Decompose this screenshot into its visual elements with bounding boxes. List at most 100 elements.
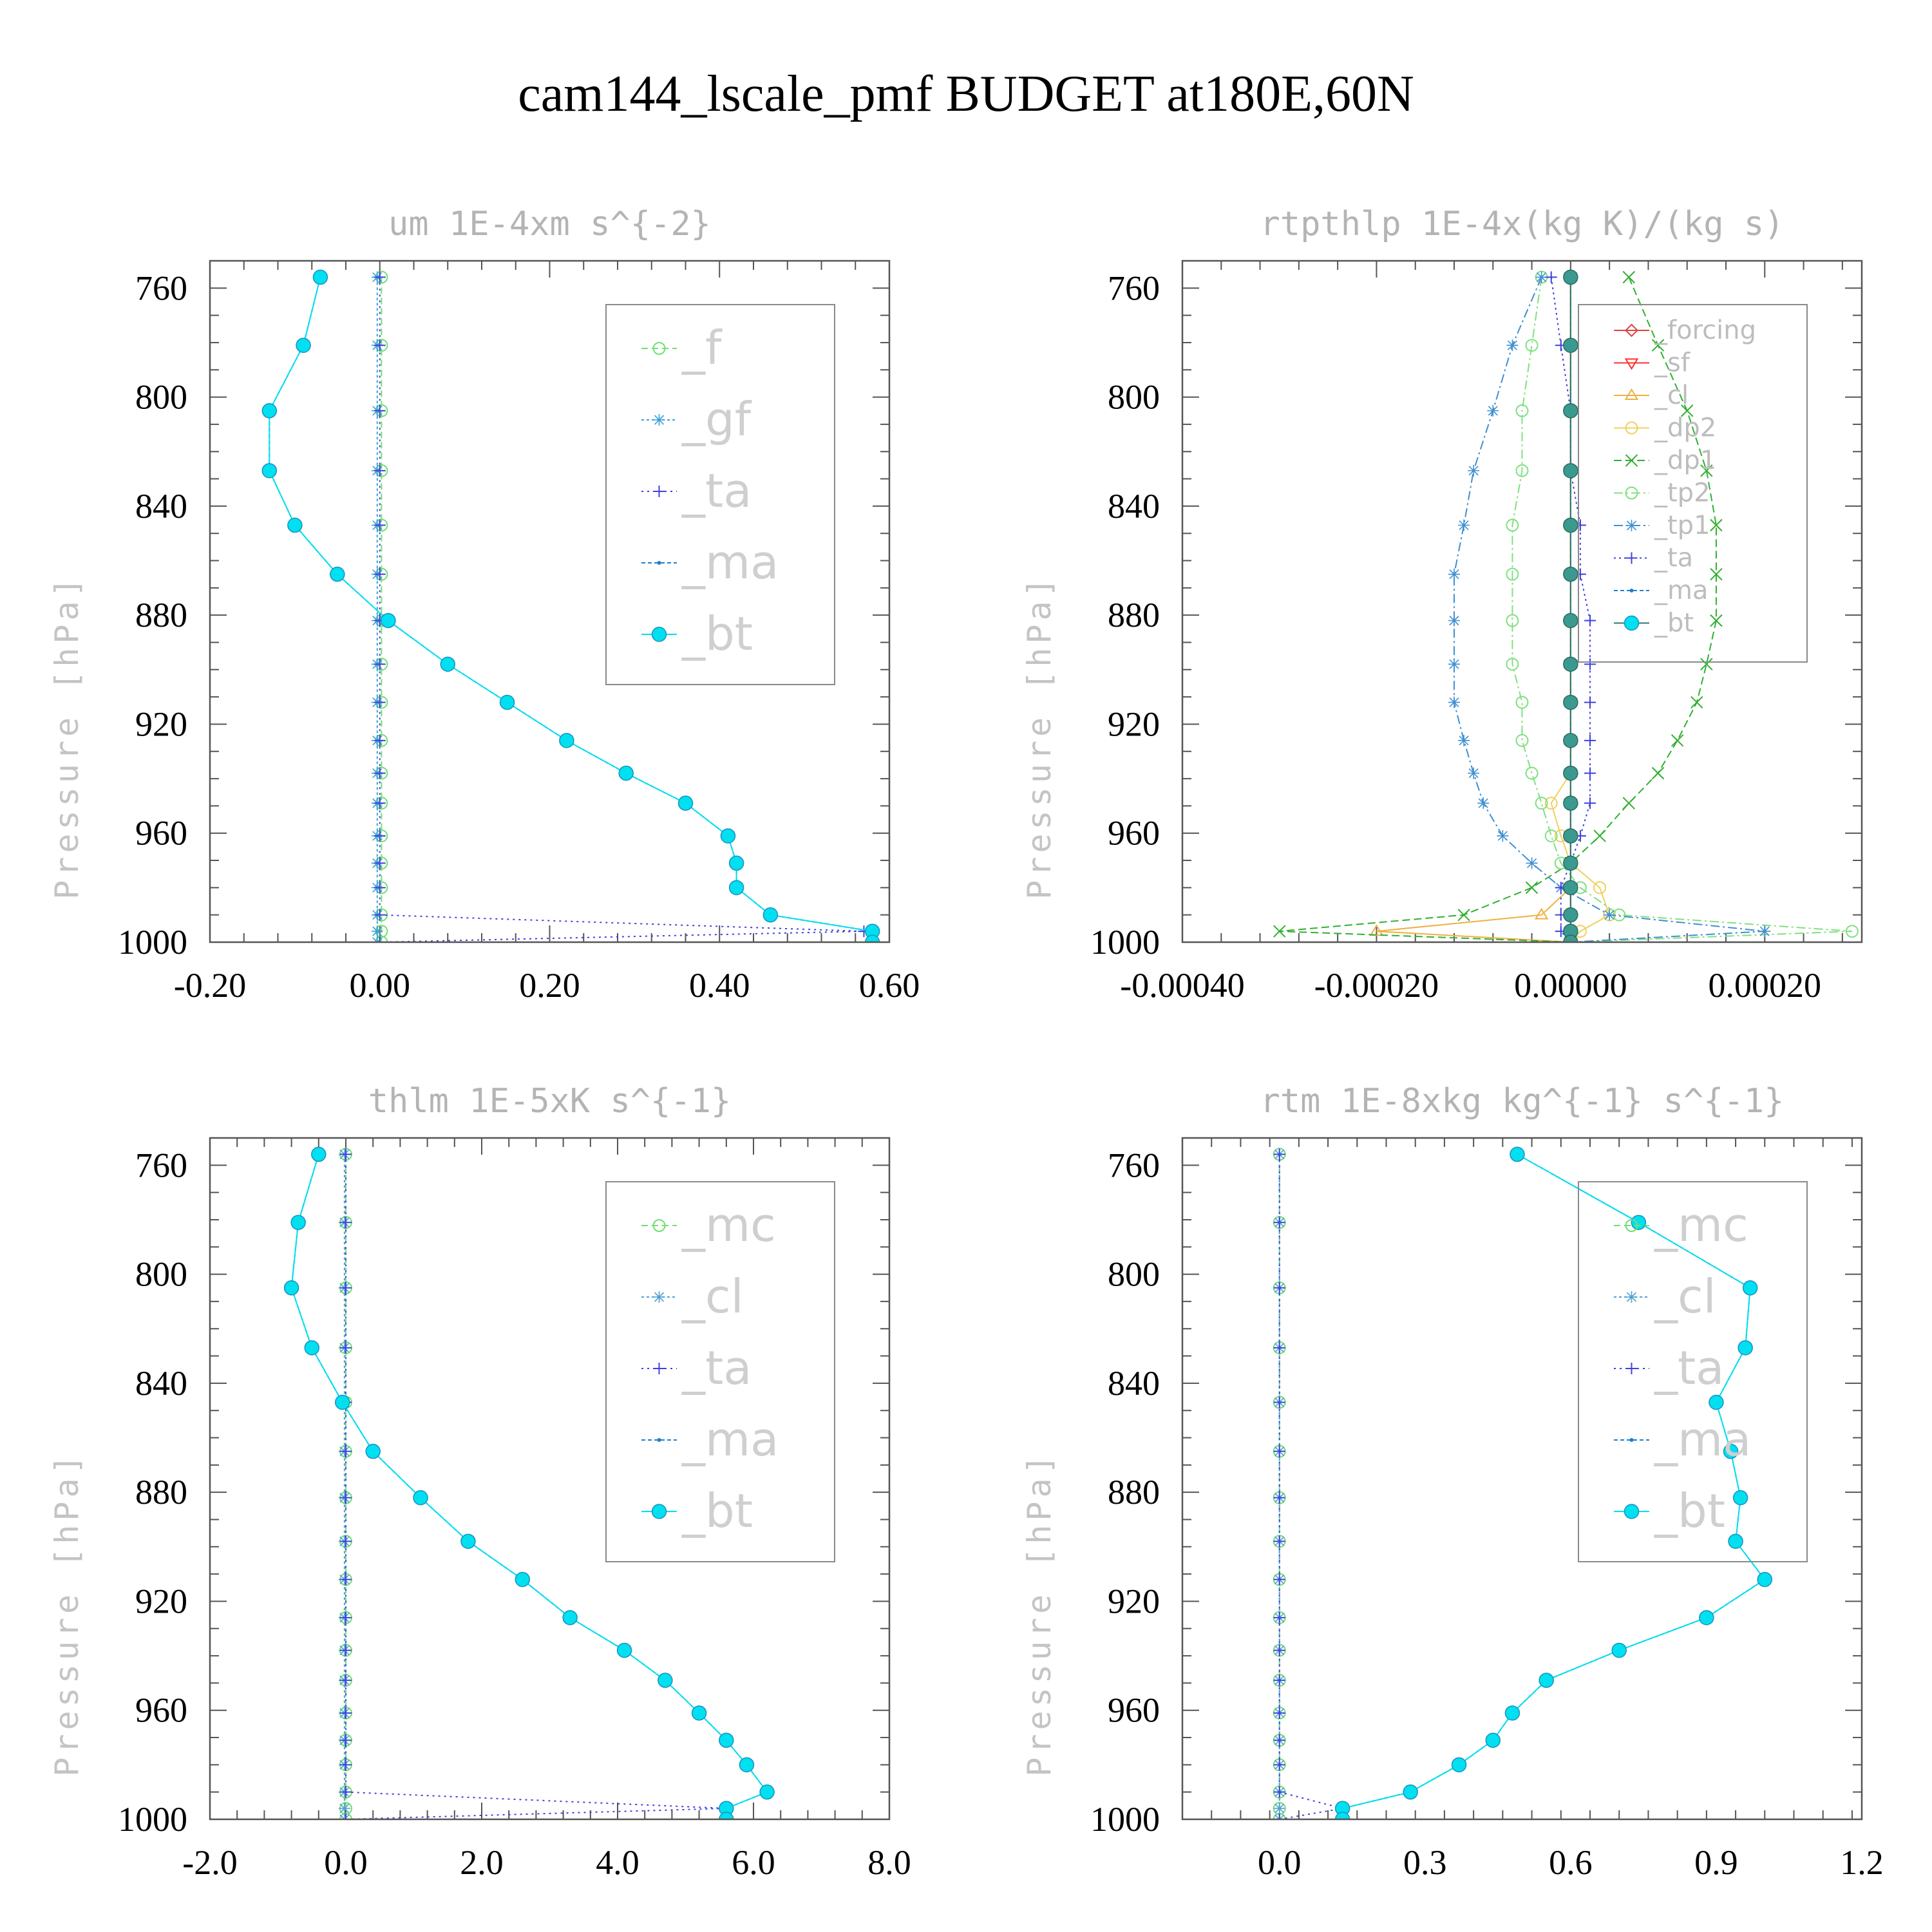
legend-label: _mc [1654,1198,1748,1252]
y-tick-label: 760 [1108,269,1160,307]
data-point [1723,1443,1739,1459]
data-point [1273,1786,1285,1798]
series-bt [261,269,880,942]
panel-title: rtm 1E-8xkg kg^{-1} s^{-1} [1260,1082,1785,1121]
data-point [762,907,779,923]
data-point [1334,1812,1350,1819]
legend-marker [653,486,665,497]
series-line [1279,276,1717,942]
legend-label: _ta [681,1341,752,1395]
data-point [1534,907,1549,920]
data-point [330,566,345,582]
data-point [340,1445,352,1457]
data-point [1710,518,1723,532]
data-point [1563,795,1578,811]
legend-label: _cl [681,1269,744,1323]
panel-title: thlm 1E-5xK s^{-1} [368,1082,732,1121]
data-point [1738,1340,1753,1356]
data-point [1544,829,1558,842]
legend-marker [653,1291,665,1303]
x-tick-label: 0.0 [1258,1843,1302,1882]
x-tick-label: -2.0 [182,1843,237,1882]
data-point [1622,270,1635,284]
data-point [1535,271,1548,283]
data-point [1273,1707,1285,1719]
y-tick-label: 1000 [1090,1800,1160,1839]
data-point [677,795,694,811]
data-point [1273,1734,1285,1747]
y-tick-label: 880 [135,596,187,634]
data-point [287,517,303,533]
y-tick-label: 800 [1108,378,1160,417]
data-point [371,925,383,938]
data-point [658,1672,673,1688]
data-point [1563,337,1578,353]
data-point [1273,1282,1285,1294]
data-point [719,1812,734,1819]
y-tick-label: 920 [1108,705,1160,743]
data-point [1544,797,1558,810]
data-point [1506,339,1519,352]
data-point [340,1492,352,1504]
legend: _mc _cl _ta _ma _bt [605,1181,835,1562]
data-point [1273,1396,1285,1408]
y-tick-label: 840 [1108,1364,1160,1403]
x-tick-label: 0.20 [519,966,580,1005]
legend-marker [1625,323,1638,337]
data-point [304,1340,319,1356]
data-point [340,1341,352,1354]
data-point [559,733,574,748]
legend-marker [652,342,666,355]
data-point [1584,696,1596,708]
plot-frame [1181,260,1863,943]
data-point [1369,924,1384,936]
data-point [1631,1215,1647,1230]
data-point [1593,881,1607,895]
y-axis-label: Pressure [hPa] [1021,1451,1058,1776]
legend-label: _mc [681,1198,776,1252]
data-point [739,1757,755,1773]
legend-label: _ma [1654,1412,1751,1466]
data-point [1448,568,1460,580]
data-point [340,1759,352,1771]
x-tick-label: 6.0 [732,1843,775,1882]
series-ma [267,275,875,942]
data-point [1584,797,1596,810]
y-tick-label: 920 [135,705,187,743]
legend-marker [1625,1219,1638,1232]
data-point [1448,696,1460,708]
data-point [1487,404,1499,417]
legend-label: _forcing [1654,316,1756,345]
data-point [261,463,278,478]
legend-label: _ma [1654,576,1708,605]
x-tick-label: -0.00040 [1120,966,1244,1005]
data-point [1273,1644,1285,1656]
data-point [1525,766,1539,780]
data-point [1709,1394,1724,1410]
x-tick-label: 0.00000 [1514,966,1627,1005]
data-point [499,694,515,710]
legend-marker [657,561,661,565]
y-tick-label: 880 [1108,1473,1160,1511]
legend-marker [1624,615,1640,631]
data-point [381,612,396,629]
data-point [1525,339,1539,352]
plot-frame [1181,1137,1863,1821]
data-point [460,1533,476,1549]
data-point [340,1573,352,1586]
data-point [1742,1280,1758,1296]
series-line [269,277,873,942]
legend-label: _bt [681,607,753,661]
data-point [1563,855,1578,871]
legend-box [605,1181,835,1562]
y-tick-label: 960 [135,1691,187,1730]
y-tick-label: 760 [1108,1146,1160,1184]
data-point [864,934,880,942]
series-f [375,270,388,942]
data-point [1651,766,1665,780]
legend-label: _tp1 [1654,511,1710,540]
data-point [374,857,386,869]
data-point [1759,925,1771,938]
legend-box [605,304,835,685]
legend-label: _tp2 [1654,478,1710,508]
